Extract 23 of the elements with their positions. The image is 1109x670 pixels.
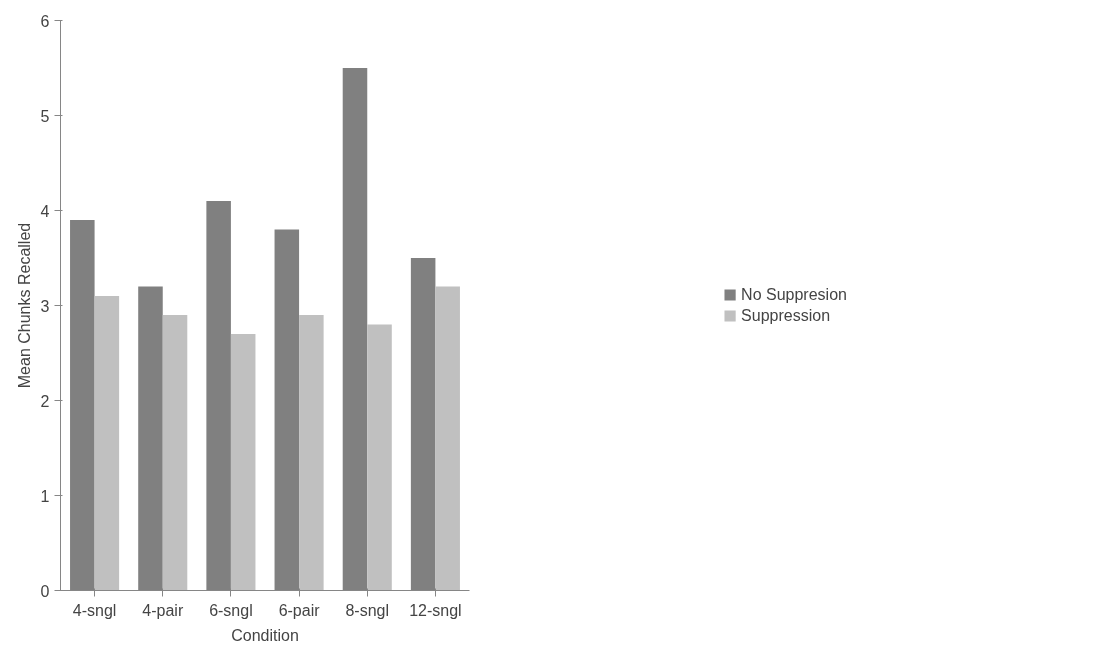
x-tick-label: 4-sngl (72, 601, 117, 619)
x-tick-label: 6-sngl (209, 601, 253, 619)
y-axis-title: Mean Chunks Recalled (15, 222, 33, 389)
y-tick-label: 0 (40, 582, 50, 600)
y-tick-label: 2 (40, 392, 50, 410)
bar (162, 315, 188, 591)
bar (367, 324, 392, 591)
bar (230, 334, 256, 591)
y-tick-label: 6 (40, 12, 50, 30)
x-tick-label: 6-pair (278, 601, 321, 619)
y-tick-label: 1 (40, 487, 50, 505)
y-tick-label: 3 (40, 297, 50, 315)
legend-label: No Suppresion (741, 285, 847, 304)
legend-label: Suppression (741, 306, 831, 325)
bar (435, 286, 460, 591)
y-tick-label: 5 (40, 107, 50, 125)
bar (94, 296, 120, 591)
y-tick-label: 4 (40, 202, 50, 220)
x-tick-label: 4-pair (142, 601, 184, 619)
bar (299, 315, 324, 591)
x-tick-label: 8-sngl (345, 601, 390, 619)
x-tick-label: 12-sngl (409, 601, 462, 619)
x-axis-title: Condition (231, 626, 299, 644)
